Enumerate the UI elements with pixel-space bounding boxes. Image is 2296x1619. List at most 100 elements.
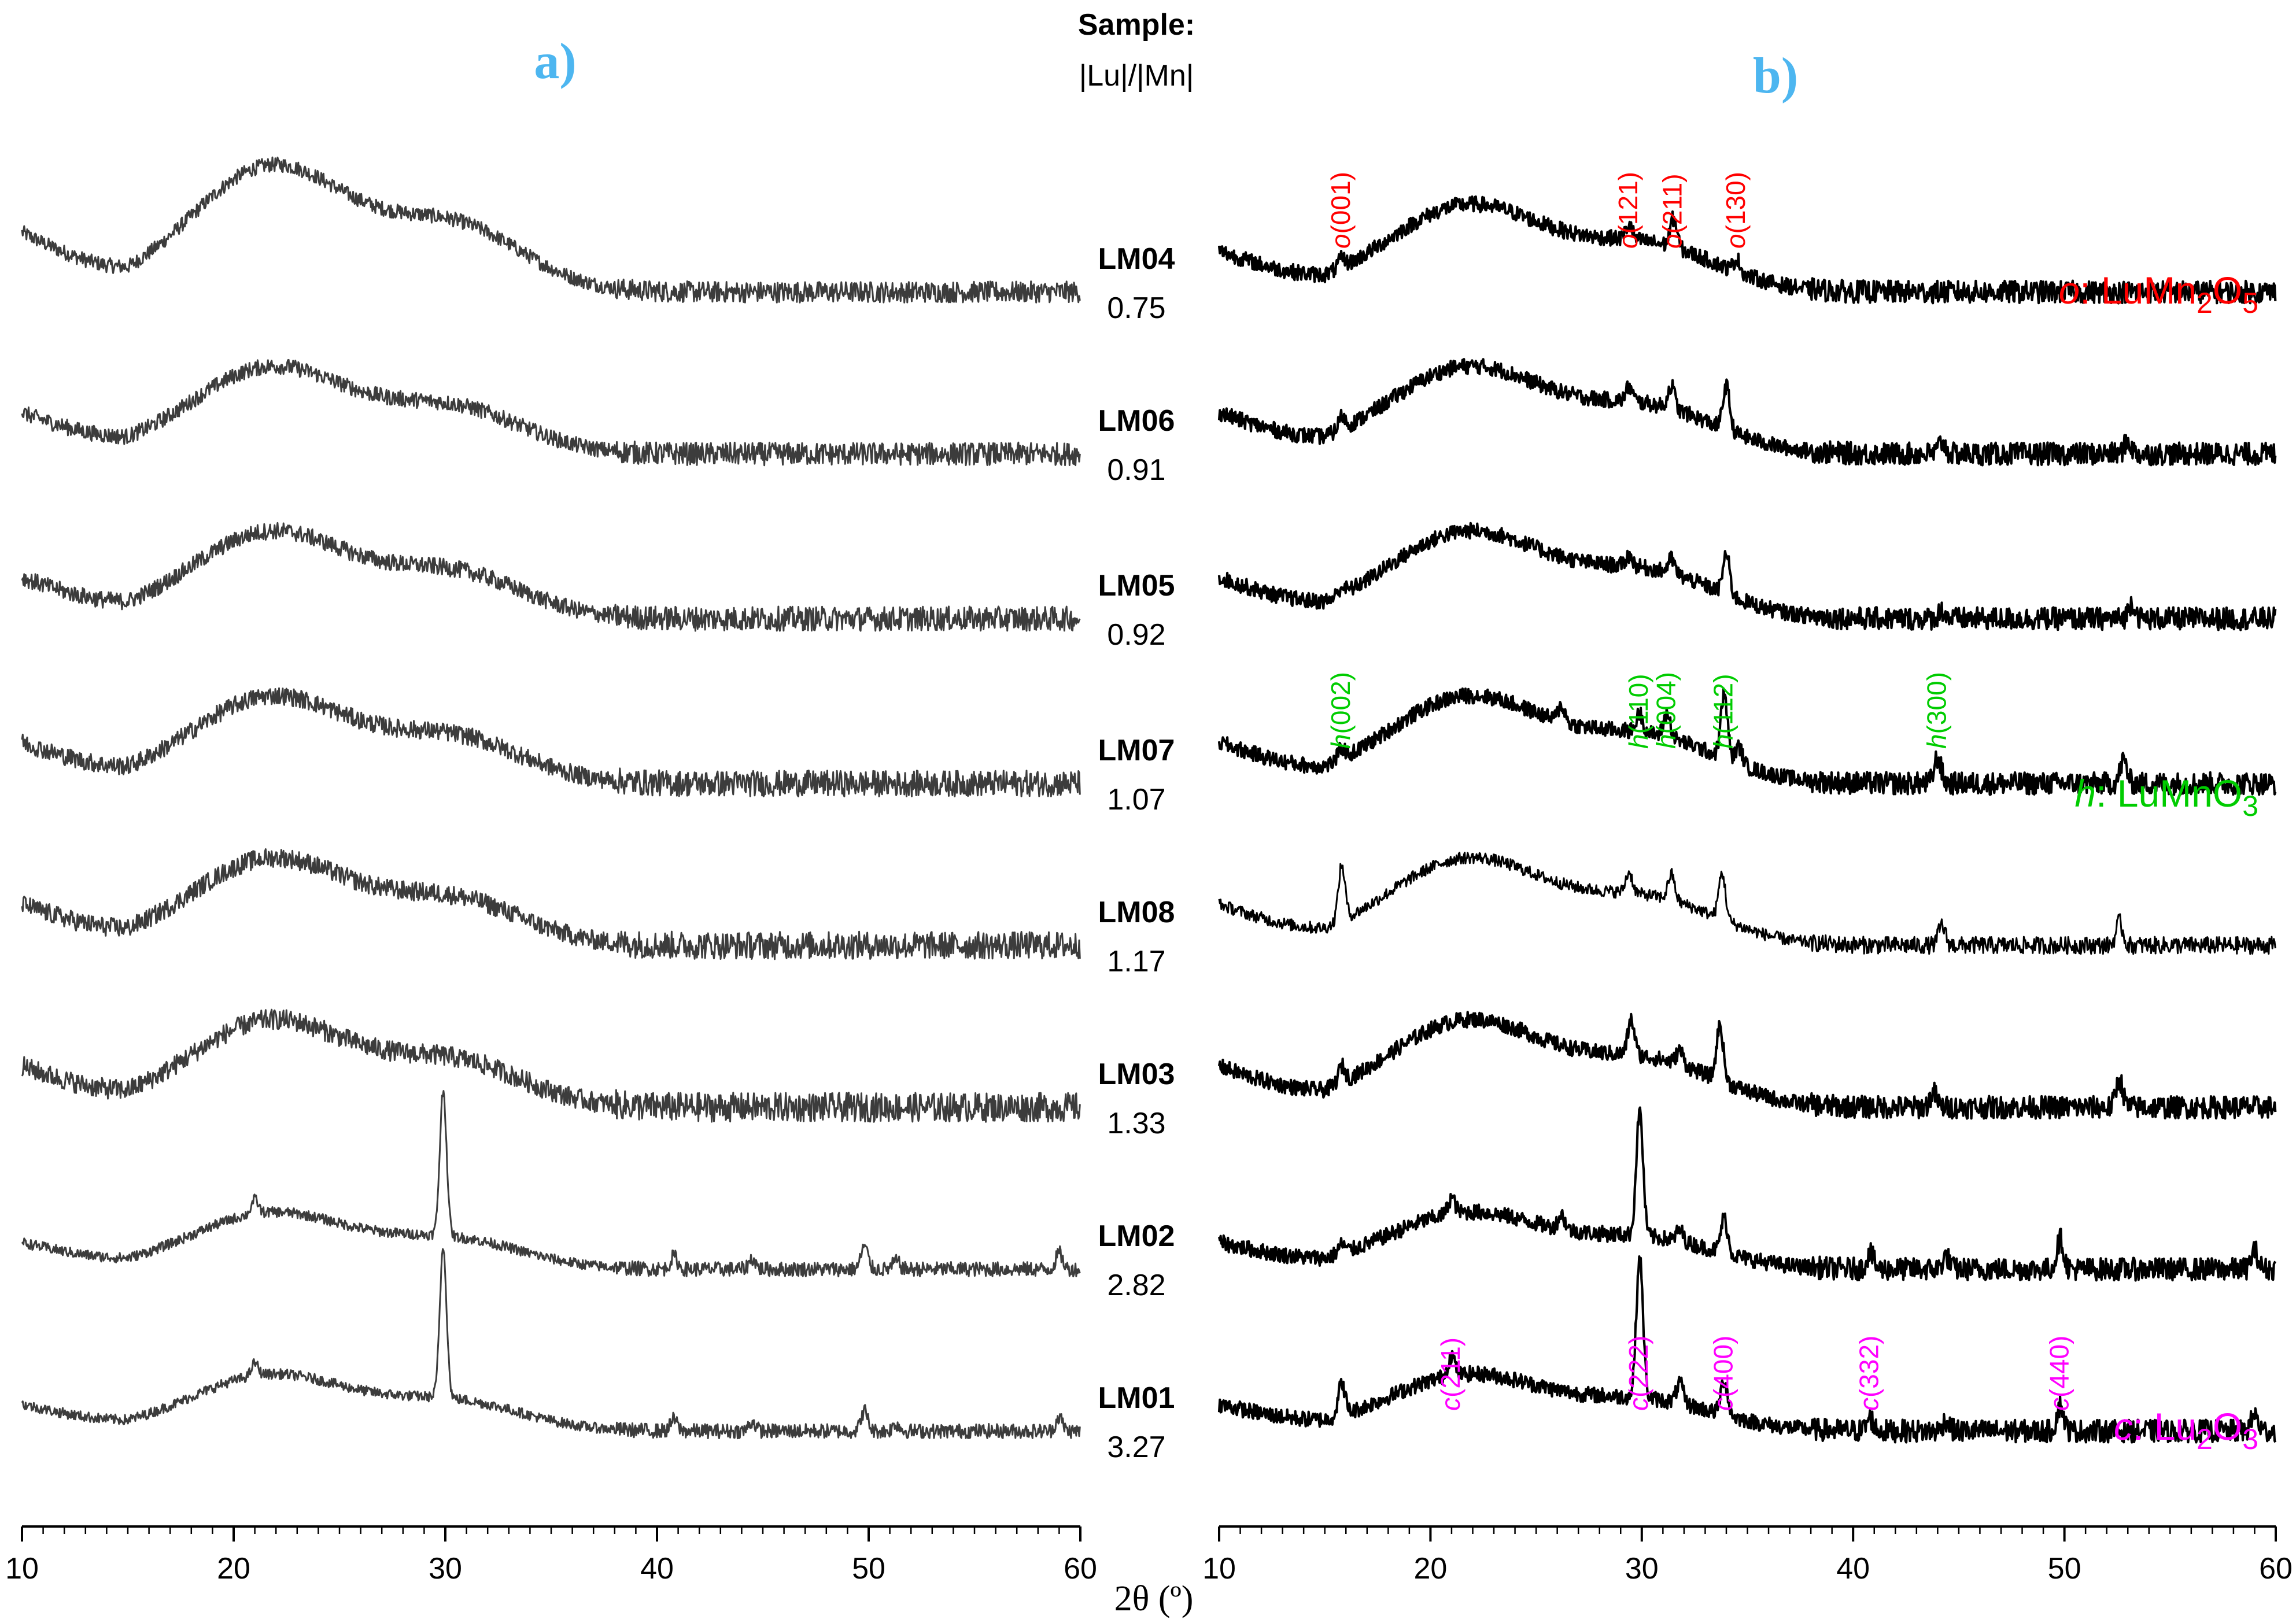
x-tick-label: 20: [1413, 1552, 1447, 1585]
peak-annotation: o(211): [1658, 173, 1688, 249]
panel-b: b) 10 20 30 40 50 60: [1202, 48, 2293, 1585]
annotation-phase: o: [1658, 234, 1688, 249]
x-tick-label: 60: [2259, 1552, 2293, 1585]
sample-ratio: 1.17: [1107, 945, 1165, 978]
peak-annotation: c(440): [2044, 1336, 2074, 1411]
legend-formula-part: Lu: [2154, 1405, 2197, 1448]
legend-separator: :: [2080, 269, 2101, 312]
series-line-lm02: [1217, 1106, 2277, 1282]
x-tick-label: 10: [1202, 1552, 1236, 1585]
peak-annotations: o(001)o(121)o(211)o(130)h(002)h(110)h(00…: [1326, 172, 2074, 1411]
sample-ratio: 1.07: [1107, 783, 1165, 816]
annotation-phase: h: [1921, 734, 1951, 749]
legend-symbol: c: [2114, 1405, 2133, 1448]
legend-subscript: 5: [2242, 287, 2258, 319]
sample-name: LM03: [1098, 1058, 1175, 1091]
annotation-phase: o: [1326, 234, 1356, 249]
series-line-lm06: [21, 358, 1081, 467]
annotation-hkl: (400): [1708, 1336, 1738, 1398]
peak-annotation: o(121): [1613, 172, 1643, 249]
panel-label: b): [1753, 48, 1798, 104]
annotation-hkl: (222): [1623, 1336, 1653, 1398]
x-axis-label: 2θ (º): [1114, 1579, 1194, 1618]
series-line-lm03: [1217, 1011, 2277, 1120]
peak-annotation: o(001): [1326, 172, 1356, 249]
annotation-phase: c: [1854, 1398, 1884, 1411]
peak-annotation: h(110): [1623, 674, 1653, 749]
legend-formula-part: LuMnO: [2117, 772, 2242, 815]
panel-a: a) 10 20 30 40 50 60: [5, 34, 1097, 1585]
x-tick-label: 40: [640, 1552, 674, 1585]
sample-name: LM01: [1098, 1381, 1175, 1415]
annotation-hkl: (130): [1721, 172, 1751, 234]
legend-subscript: 3: [2242, 1423, 2258, 1455]
sample-name: LM02: [1098, 1219, 1175, 1253]
series-line-lm02: [21, 1090, 1081, 1278]
annotation-phase: c: [1623, 1398, 1653, 1411]
sample-ratio: 0.75: [1107, 291, 1165, 325]
series-line-lm05: [21, 522, 1081, 632]
legend-entry-c: c: Lu2O3: [2114, 1405, 2258, 1455]
series-line-lm08: [21, 848, 1081, 960]
x-tick-label: 20: [217, 1552, 250, 1585]
panel-label: a): [534, 34, 576, 90]
peak-annotation: h(112): [1708, 674, 1738, 749]
legend-formula-part: O: [2213, 1405, 2242, 1448]
x-tick-label: 50: [852, 1552, 885, 1585]
x-tick-label: 10: [5, 1552, 39, 1585]
annotation-phase: c: [2044, 1398, 2074, 1411]
series-line-lm01: [21, 1248, 1081, 1440]
series-line-lm07: [21, 687, 1081, 797]
peak-annotation: c(332): [1854, 1336, 1884, 1411]
legend-subscript: 2: [2197, 1423, 2213, 1455]
x-tick-label: 30: [429, 1552, 462, 1585]
annotation-phase: c: [1435, 1398, 1466, 1411]
annotation-hkl: (211): [1435, 1337, 1466, 1398]
sample-ratio: 0.91: [1107, 453, 1165, 487]
sample-name: LM04: [1098, 242, 1175, 276]
annotation-hkl: (112): [1708, 674, 1738, 734]
annotation-phase: c: [1708, 1398, 1738, 1411]
sample-ratio: 1.33: [1107, 1107, 1165, 1140]
annotation-hkl: (332): [1854, 1336, 1884, 1398]
x-tick-label: 50: [2048, 1552, 2081, 1585]
annotation-hkl: (121): [1613, 172, 1643, 234]
annotation-hkl: (300): [1921, 672, 1951, 734]
annotation-hkl: (004): [1651, 672, 1681, 734]
sample-ratio: 0.92: [1107, 618, 1165, 652]
annotation-phase: h: [1623, 734, 1653, 749]
series-line-lm04: [1217, 195, 2277, 305]
series-line-lm04: [21, 156, 1081, 304]
legend-separator: :: [2133, 1405, 2154, 1448]
series-line-lm01: [1217, 1255, 2277, 1444]
series-line-lm08: [1218, 852, 2276, 955]
annotation-hkl: (001): [1326, 172, 1356, 234]
legend-formula-part: O: [2213, 269, 2242, 312]
sample-name: LM07: [1098, 734, 1175, 767]
sample-name: LM06: [1098, 404, 1175, 438]
peak-annotation: h(004): [1651, 672, 1681, 749]
sample-ratio: 2.82: [1107, 1269, 1165, 1302]
annotation-phase: o: [1613, 234, 1643, 249]
peak-annotation: c(222): [1623, 1336, 1653, 1411]
sample-ratio: 3.27: [1107, 1431, 1165, 1464]
x-tick-label: 60: [1064, 1552, 1097, 1585]
annotation-phase: h: [1326, 734, 1356, 749]
series-line-lm07: [1217, 687, 2277, 796]
ratio-header: |Lu|/|Mn|: [1079, 59, 1194, 93]
annotation-phase: h: [1651, 734, 1681, 749]
legend-subscript: 3: [2242, 790, 2258, 822]
peak-annotation: c(400): [1708, 1336, 1738, 1411]
sample-name: LM05: [1098, 569, 1175, 602]
annotation-phase: o: [1721, 234, 1751, 249]
annotation-hkl: (211): [1658, 173, 1688, 234]
series-line-lm05: [1217, 522, 2277, 631]
legend-subscript: 2: [2197, 287, 2213, 319]
peak-annotation: o(130): [1721, 172, 1751, 249]
annotation-hkl: (002): [1326, 672, 1356, 734]
x-tick-label: 40: [1836, 1552, 1870, 1585]
legend-entry-o: o: LuMn2O5: [2059, 269, 2258, 319]
annotation-phase: h: [1708, 734, 1738, 749]
